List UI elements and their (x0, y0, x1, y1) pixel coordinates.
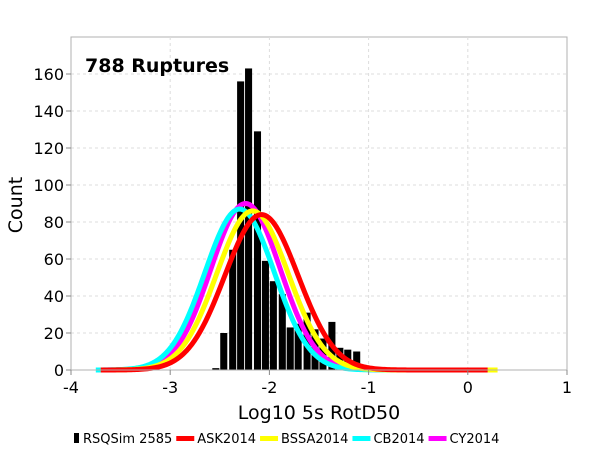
histogram-bar (245, 68, 253, 370)
histogram-bar (229, 249, 237, 370)
y-tick-label: 40 (44, 287, 64, 306)
legend-label: CB2014 (373, 432, 424, 447)
x-tick-label: -2 (261, 378, 277, 397)
x-axis-title: Log10 5s RotD50 (238, 402, 400, 424)
legend-swatch (428, 436, 447, 441)
grid-layer (71, 37, 567, 370)
plot-area (70, 36, 568, 371)
legend-swatch (352, 436, 371, 441)
legend-label: RSQSim 2585 (83, 432, 172, 447)
y-tick-label: 80 (44, 213, 64, 232)
histogram-bar (286, 327, 294, 370)
legend-swatch (176, 436, 195, 441)
x-tick-label: -1 (361, 378, 377, 397)
legend-label: BSSA2014 (281, 432, 348, 447)
histogram-bar (336, 347, 344, 370)
y-tick-label: 0 (54, 361, 64, 380)
legend-item: CY2014 (428, 432, 500, 447)
y-tick-label: 160 (33, 65, 64, 84)
histogram-bar (212, 368, 220, 370)
legend-item: ASK2014 (176, 432, 256, 447)
legend-item: CB2014 (352, 432, 425, 447)
histogram-bar (278, 294, 286, 370)
y-axis-title: Count (5, 177, 27, 233)
legend-label: ASK2014 (197, 432, 256, 447)
histogram-bar (294, 323, 302, 370)
x-tick-label: 0 (463, 378, 473, 397)
legend-swatch (260, 436, 279, 441)
histogram-bar (261, 260, 269, 370)
legend-item: BSSA2014 (260, 432, 348, 447)
x-tick-label: -4 (63, 378, 79, 397)
x-tick-label: 1 (562, 378, 572, 397)
legend-label: CY2014 (450, 432, 500, 447)
legend: RSQSim 2585 ASK2014 BSSA2014 CB2014 CY2014 (74, 432, 499, 447)
y-tick-label: 120 (33, 139, 64, 158)
legend-swatch (74, 433, 79, 443)
histogram-bar (237, 81, 245, 371)
histogram-bar (253, 131, 262, 370)
legend-item: RSQSim 2585 (74, 432, 172, 447)
y-tick-label: 20 (44, 324, 64, 343)
histogram-bar (353, 351, 361, 370)
x-tick-label: -3 (162, 378, 178, 397)
y-tick-label: 60 (44, 250, 64, 269)
y-tick-label: 100 (33, 176, 64, 195)
y-tick-label: 140 (33, 102, 64, 121)
histogram-bar (269, 281, 277, 370)
histogram-bar (220, 333, 228, 370)
rupture-count-annotation: 788 Ruptures (85, 55, 229, 77)
